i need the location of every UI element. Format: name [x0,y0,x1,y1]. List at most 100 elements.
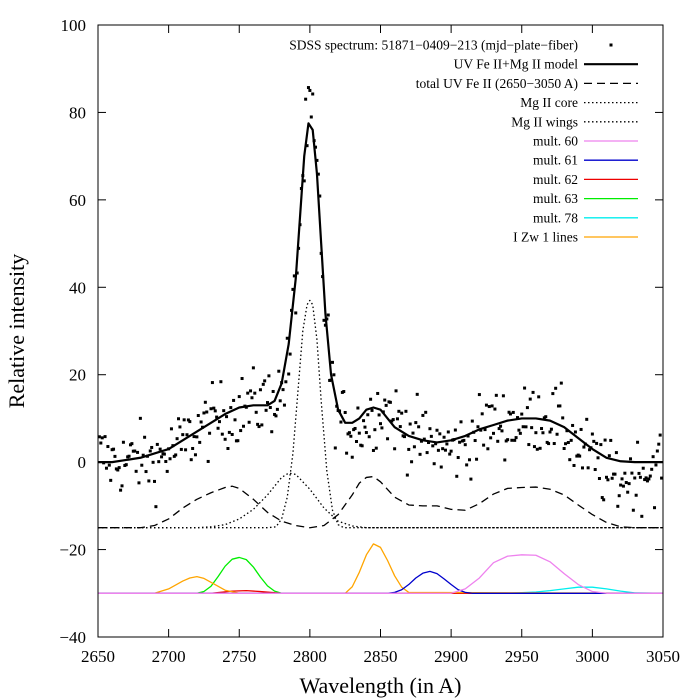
data-point [552,442,556,446]
data-point [299,187,303,191]
data-point [311,92,315,96]
data-point [599,443,603,447]
data-point [202,411,206,415]
data-point [503,458,507,462]
data-point [523,386,527,390]
data-point [597,477,601,481]
data-point [393,447,397,451]
data-point [153,479,156,483]
data-point [596,456,600,460]
data-point [144,470,148,474]
data-point [424,410,428,414]
data-point [288,352,292,356]
data-point [619,483,623,487]
data-point [603,438,607,442]
data-point [446,430,450,434]
data-point [463,443,467,447]
data-point [319,251,323,255]
data-point [120,484,124,488]
data-point [520,412,524,416]
x-tick-label: 3050 [646,647,680,666]
data-point [188,420,192,424]
data-point [654,463,658,467]
data-point [472,430,476,434]
data-point [270,430,274,434]
data-point [617,494,621,498]
data-point [484,403,488,407]
data-point [217,420,221,424]
data-point [479,428,483,432]
data-point [177,417,181,421]
data-point [278,399,282,403]
data-point [367,435,371,439]
data-point [244,405,248,409]
legend-label: total UV Fe II (2650−3050 A) [416,76,578,91]
y-tick-label: 20 [69,366,86,385]
y-tick-label: 40 [69,278,86,297]
data-point [192,435,196,439]
data-point [441,447,445,451]
data-point [511,410,515,414]
data-point [525,406,529,410]
data-point [379,422,382,426]
data-point [102,461,106,465]
data-point [306,86,310,90]
axes: 2650 2700 2750 2800 2850 2900 2950 3000 3050 −40 −… [59,16,680,666]
data-point [164,459,168,463]
data-point [568,458,572,462]
data-point [184,448,188,452]
data-point [482,443,486,447]
data-point [150,445,154,449]
data-point [432,462,436,466]
data-point [345,451,349,455]
data-point [631,508,635,512]
y-tick-label: 80 [69,103,86,122]
data-point [547,442,551,446]
data-point [530,426,534,430]
data-point [651,455,655,459]
data-point [398,425,402,429]
data-point [191,446,195,450]
data-point [541,431,545,435]
data-point [291,287,295,291]
data-point [240,377,244,381]
data-point [201,425,205,429]
data-point [640,514,644,518]
series-line [98,556,663,594]
data-point [162,452,166,456]
data-point [304,97,308,101]
legend-label: Mg II wings [511,114,578,129]
x-tick-label: 2850 [364,647,398,666]
data-point [465,463,469,467]
data-point [160,455,164,459]
data-point [578,454,582,458]
data-point [404,409,408,413]
data-point [614,451,618,455]
data-point [155,442,159,446]
data-point [448,452,452,456]
data-point [315,158,319,162]
data-point [419,439,423,443]
data-point [236,439,240,443]
data-point [237,395,241,399]
data-point [316,172,320,176]
data-point [130,442,134,446]
data-point [151,460,155,464]
data-point [213,409,217,413]
series-line [98,472,663,529]
data-point [476,425,480,429]
data-point [455,474,459,478]
data-point [483,428,487,432]
data-point [531,390,535,394]
data-point [571,423,575,427]
data-point [158,447,162,451]
data-point [588,448,592,452]
legend-label: mult. 78 [533,210,578,225]
data-point [606,478,610,482]
data-point [643,478,647,482]
x-tick-label: 2700 [152,647,186,666]
data-point [277,369,281,373]
data-point [112,447,116,451]
x-tick-label: 2650 [81,647,115,666]
